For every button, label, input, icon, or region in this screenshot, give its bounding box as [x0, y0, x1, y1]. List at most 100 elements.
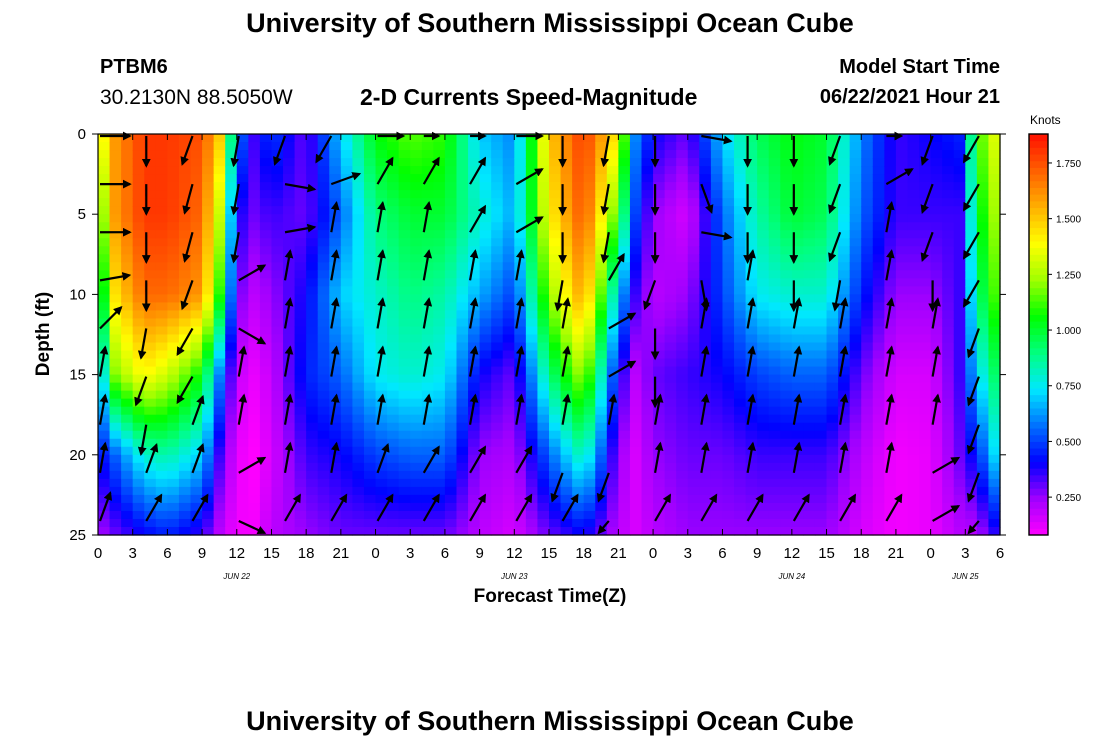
- heatmap-cell: [734, 182, 747, 191]
- heatmap-cell: [826, 262, 839, 271]
- heatmap-cell: [167, 182, 180, 191]
- heatmap-cell: [814, 198, 828, 207]
- heatmap-cell: [919, 462, 932, 472]
- heatmap-cell: [884, 462, 897, 472]
- heatmap-cell: [722, 526, 735, 536]
- heatmap-cell: [444, 238, 458, 247]
- heatmap-cell: [433, 310, 446, 320]
- heatmap-cell: [363, 278, 377, 287]
- heatmap-cell: [433, 190, 446, 199]
- x-tick-label: 6: [718, 545, 726, 562]
- heatmap-cell: [98, 526, 111, 536]
- heatmap-cell: [757, 486, 770, 496]
- heatmap-cell: [294, 390, 307, 400]
- heatmap-cell: [340, 470, 354, 480]
- heatmap-cell: [109, 270, 122, 279]
- heatmap-cell: [953, 318, 966, 328]
- current-vector-arrow: [98, 393, 109, 425]
- heatmap-cell: [583, 518, 596, 528]
- heatmap-cell: [606, 254, 619, 263]
- heatmap-cell: [213, 358, 226, 368]
- heatmap-cell: [514, 214, 527, 223]
- heatmap-cell: [468, 334, 481, 344]
- heatmap-cell: [444, 526, 458, 536]
- heatmap-cell: [421, 470, 434, 480]
- heatmap-cell: [814, 174, 828, 183]
- current-vector-arrow: [98, 441, 109, 474]
- heatmap-cell: [121, 462, 134, 472]
- heatmap-cell: [676, 350, 689, 360]
- heatmap-cell: [433, 230, 446, 239]
- heatmap-cell: [225, 238, 238, 247]
- heatmap-cell: [421, 358, 434, 368]
- heatmap-cell: [132, 470, 145, 480]
- heatmap-cell: [398, 398, 411, 408]
- heatmap-cell: [537, 230, 550, 239]
- current-vector-arrow: [653, 393, 664, 425]
- heatmap-cell: [988, 502, 1001, 512]
- heatmap-cell: [687, 390, 700, 400]
- heatmap-cell: [283, 270, 296, 279]
- heatmap-cell: [537, 526, 550, 536]
- heatmap-cell: [340, 334, 354, 344]
- heatmap-cell: [144, 246, 157, 255]
- heatmap-cell: [872, 502, 885, 512]
- heatmap-cell: [572, 134, 585, 143]
- heatmap-cell: [525, 278, 539, 287]
- heatmap-cell: [444, 462, 458, 472]
- current-vector-arrow: [182, 183, 194, 215]
- heatmap-cell: [525, 470, 539, 480]
- heatmap-cell: [225, 358, 238, 368]
- heatmap-cell: [838, 230, 851, 239]
- heatmap-cell: [826, 294, 839, 304]
- heatmap-cell: [676, 438, 689, 448]
- heatmap-cell: [306, 166, 319, 175]
- heatmap-cell: [895, 150, 909, 159]
- heatmap-cell: [456, 438, 469, 448]
- heatmap-cell: [259, 222, 273, 231]
- heatmap-cell: [861, 302, 874, 312]
- heatmap-cell: [791, 526, 805, 536]
- heatmap-cell: [121, 190, 134, 199]
- heatmap-cell: [306, 382, 319, 392]
- current-vector-arrow: [376, 345, 386, 377]
- heatmap-cell: [479, 190, 492, 199]
- heatmap-cell: [121, 486, 134, 496]
- heatmap-cell: [317, 270, 330, 279]
- heatmap-cell: [502, 174, 515, 183]
- heatmap-cell: [421, 230, 434, 239]
- heatmap-cell: [976, 230, 990, 239]
- current-vector-arrow: [746, 441, 756, 474]
- heatmap-cell: [757, 190, 770, 199]
- heatmap-cell: [965, 286, 978, 295]
- heatmap-cell: [421, 438, 434, 448]
- heatmap-cell: [387, 342, 400, 352]
- heatmap-cell: [653, 318, 666, 328]
- heatmap-cell: [248, 246, 261, 255]
- heatmap-cell: [248, 254, 261, 263]
- heatmap-cell: [387, 318, 400, 328]
- heatmap-cell: [653, 366, 666, 376]
- heatmap-cell: [629, 238, 643, 247]
- x-tick-label: 0: [926, 545, 934, 562]
- heatmap-cell: [410, 350, 423, 360]
- heatmap-cell: [433, 326, 446, 336]
- heatmap-cell: [826, 470, 839, 480]
- heatmap-cell: [271, 430, 284, 440]
- heatmap-cell: [976, 302, 990, 312]
- heatmap-cell: [861, 286, 874, 295]
- heatmap-cell: [225, 438, 238, 448]
- heatmap-cell: [444, 350, 458, 360]
- heatmap-cell: [965, 174, 978, 183]
- heatmap-cell: [433, 510, 446, 520]
- current-vector-arrow: [191, 394, 205, 426]
- heatmap-cell: [98, 518, 111, 528]
- heatmap-cell: [144, 334, 157, 344]
- heatmap-cell: [895, 302, 909, 312]
- heatmap-cell: [317, 278, 330, 287]
- heatmap-cell: [491, 526, 504, 536]
- heatmap-cell: [734, 158, 747, 167]
- heatmap-cell: [653, 230, 666, 239]
- heatmap-cell: [722, 406, 735, 416]
- heatmap-cell: [236, 334, 249, 344]
